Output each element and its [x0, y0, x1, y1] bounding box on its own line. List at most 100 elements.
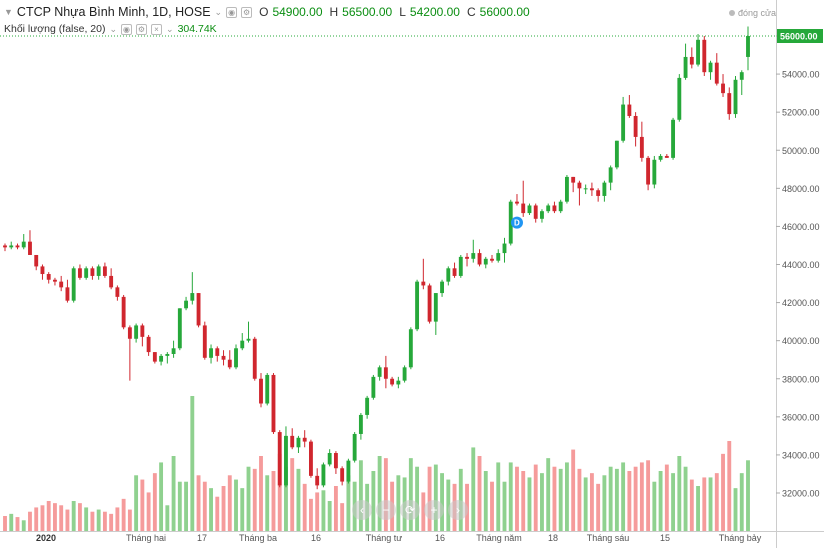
x-tick-label: 2020 — [36, 533, 56, 543]
candle-body — [377, 367, 382, 377]
candle-body — [196, 293, 201, 326]
candle-body — [614, 140, 619, 168]
volume-bar — [309, 498, 313, 531]
volume-bar — [109, 513, 114, 531]
volume-hide-icon[interactable]: ◉ — [121, 23, 133, 35]
volume-more-chevron-icon[interactable]: ⌄ — [166, 23, 174, 34]
volume-bar — [614, 468, 619, 531]
candle-body — [84, 268, 89, 278]
volume-bar — [671, 473, 676, 531]
volume-bar — [746, 460, 750, 531]
high-label: H — [329, 5, 339, 19]
candle-body — [165, 353, 170, 356]
volume-bar — [315, 492, 320, 531]
volume-bar — [34, 507, 39, 531]
candle-body — [652, 159, 657, 185]
volume-bar — [290, 458, 295, 531]
candle-body — [59, 281, 64, 288]
volume-bar — [677, 456, 682, 531]
candle-body — [271, 374, 276, 433]
candle-body — [34, 254, 39, 267]
volume-bar — [234, 479, 238, 531]
volume-value: 304.74K — [177, 23, 217, 35]
candle-body — [633, 115, 638, 137]
volume-bar — [521, 471, 526, 531]
volume-bar — [346, 475, 351, 531]
candle-body — [171, 348, 176, 354]
volume-bar — [340, 503, 345, 531]
y-tick-label: 46000.00 — [782, 222, 820, 232]
candle-body — [121, 296, 126, 328]
candle-body — [227, 359, 232, 368]
settings-icon[interactable]: ⚙ — [241, 6, 253, 18]
volume-bar — [558, 468, 563, 531]
candle-body — [415, 281, 420, 330]
x-tick-label: 17 — [197, 533, 207, 543]
candle-body — [727, 93, 732, 115]
volume-bar — [589, 473, 594, 531]
volume-settings-icon[interactable]: ⚙ — [136, 23, 148, 35]
x-tick-label: Tháng sáu — [587, 533, 630, 543]
volume-bar — [702, 477, 707, 531]
candle-body — [396, 380, 401, 385]
scroll-right-icon[interactable]: › — [448, 500, 468, 520]
candle-body — [277, 432, 282, 486]
scroll-left-icon[interactable]: ‹ — [352, 500, 372, 520]
candle-body — [146, 336, 151, 353]
candle-body — [515, 201, 519, 204]
candle-body — [689, 56, 694, 65]
volume-bar — [209, 488, 213, 531]
candle-body — [577, 182, 582, 189]
chart-navigation: ‹ − ⟳ + › — [352, 500, 468, 520]
candle-body — [696, 39, 700, 65]
volume-bar — [421, 492, 426, 531]
candle-body — [527, 205, 532, 214]
volume-bar — [721, 453, 725, 531]
candle-body — [302, 437, 307, 442]
volume-bar — [533, 464, 538, 531]
volume-bar — [284, 466, 288, 531]
close-value: 56000.00 — [479, 5, 530, 19]
volume-close-icon[interactable]: × — [151, 23, 163, 35]
volume-bar — [165, 505, 170, 531]
candle-body — [40, 266, 45, 275]
candle-body — [433, 293, 438, 322]
volume-bar — [90, 511, 95, 531]
candle-body — [53, 279, 57, 282]
volume-bar — [633, 466, 638, 531]
volume-bar — [714, 473, 719, 531]
x-tick-label: Tháng ba — [239, 533, 277, 543]
volume-bar — [3, 516, 7, 531]
zoom-in-icon[interactable]: + — [424, 500, 444, 520]
reset-icon[interactable]: ⟳ — [400, 500, 420, 520]
candle-body — [309, 441, 313, 476]
volume-bar — [596, 483, 601, 531]
volume-header: Khối lượng (false, 20) ⌄ ◉ ⚙ × ⌄ 304.74K — [4, 23, 217, 35]
zoom-out-icon[interactable]: − — [376, 500, 396, 520]
candle-body — [502, 243, 507, 254]
candle-body — [90, 268, 95, 276]
candle-body — [702, 39, 707, 73]
volume-menu-chevron-icon[interactable]: ⌄ — [109, 23, 118, 34]
candle-body — [621, 104, 626, 141]
candle-body — [708, 62, 713, 73]
symbol-menu-chevron-icon[interactable]: ⌄ — [214, 6, 223, 17]
volume-bar — [296, 468, 301, 531]
candle-body — [571, 176, 576, 183]
candle-body — [596, 190, 601, 196]
collapse-caret-icon[interactable]: ▼ — [4, 7, 13, 17]
hide-icon[interactable]: ◉ — [226, 6, 238, 18]
volume-bar — [564, 462, 569, 531]
x-tick-label: 15 — [660, 533, 670, 543]
volume-bar — [602, 475, 607, 531]
volume-bar — [152, 473, 157, 531]
y-tick-label: 52000.00 — [782, 108, 820, 118]
volume-bar — [440, 473, 444, 531]
candle-body — [134, 325, 139, 339]
volume-bar — [140, 479, 145, 531]
y-tick-label: 40000.00 — [782, 336, 820, 346]
y-tick-label: 48000.00 — [782, 184, 820, 194]
x-tick-label: Tháng hai — [126, 533, 166, 543]
candle-body — [546, 205, 551, 212]
